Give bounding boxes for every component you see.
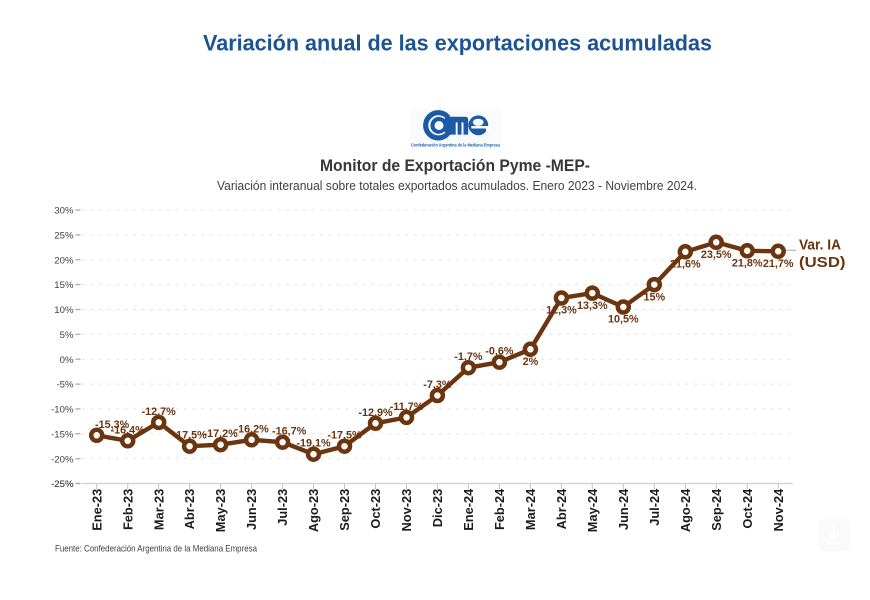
svg-text:Fuente: Confederación Argentin: Fuente: Confederación Argentina de la Me… — [55, 544, 258, 554]
svg-text:May-24: May-24 — [585, 488, 600, 532]
svg-text:Feb-23: Feb-23 — [120, 489, 135, 530]
svg-text:Ene-24: Ene-24 — [461, 488, 476, 531]
svg-text:Nov-24: Nov-24 — [771, 488, 786, 532]
svg-text:-11,7%: -11,7% — [390, 401, 424, 413]
svg-text:-1,7%: -1,7% — [454, 351, 483, 363]
svg-text:-16,2%: -16,2% — [234, 423, 269, 435]
svg-text:Abr-24: Abr-24 — [554, 488, 569, 529]
svg-text:Mar-24: Mar-24 — [523, 488, 538, 530]
svg-text:15%: 15% — [643, 291, 665, 303]
svg-text:Oct-23: Oct-23 — [368, 489, 383, 529]
svg-text:Oct-24: Oct-24 — [740, 488, 755, 529]
svg-text:May-23: May-23 — [213, 489, 228, 532]
svg-text:Jun-24: Jun-24 — [616, 488, 631, 530]
svg-text:-17,5%: -17,5% — [172, 430, 207, 442]
svg-text:20%: 20% — [54, 255, 74, 266]
svg-text:Nov-23: Nov-23 — [399, 489, 414, 532]
svg-text:Sep-23: Sep-23 — [337, 489, 352, 531]
svg-text:0%: 0% — [60, 355, 74, 366]
svg-text:Var. IA: Var. IA — [799, 238, 841, 254]
svg-text:-15,3%: -15,3% — [95, 419, 130, 431]
svg-text:30%: 30% — [54, 206, 74, 217]
svg-text:-15%: -15% — [51, 429, 74, 440]
svg-text:-17,5%: -17,5% — [327, 430, 362, 442]
svg-text:Ago-24: Ago-24 — [678, 488, 693, 532]
svg-text:Jul-23: Jul-23 — [275, 489, 290, 526]
svg-text:21,6%: 21,6% — [670, 259, 701, 271]
svg-text:21,7%: 21,7% — [763, 258, 794, 270]
svg-text:-12,7%: -12,7% — [142, 406, 177, 418]
svg-text:-16,4%: -16,4% — [111, 424, 146, 436]
svg-text:Confederación Argentina de la: Confederación Argentina de la Mediana Em… — [411, 143, 500, 148]
svg-text:-16,7%: -16,7% — [272, 426, 307, 438]
svg-text:2%: 2% — [523, 356, 539, 368]
svg-text:5%: 5% — [60, 330, 74, 341]
svg-text:Dic-23: Dic-23 — [430, 489, 445, 527]
svg-text:Ene-23: Ene-23 — [89, 489, 104, 531]
svg-text:Variación anual de las exporta: Variación anual de las exportaciones acu… — [203, 31, 712, 56]
svg-text:15%: 15% — [54, 280, 74, 291]
svg-text:-25%: -25% — [51, 479, 74, 490]
svg-text:10,5%: 10,5% — [608, 314, 639, 326]
svg-text:21,8%: 21,8% — [732, 258, 763, 270]
svg-text:10%: 10% — [54, 305, 74, 316]
svg-text:12,3%: 12,3% — [546, 305, 577, 317]
svg-text:Sep-24: Sep-24 — [709, 488, 724, 531]
svg-text:-12,9%: -12,9% — [358, 407, 393, 419]
svg-text:25%: 25% — [54, 231, 74, 242]
svg-text:Monitor de Exportación Pyme -M: Monitor de Exportación Pyme -MEP- — [320, 157, 590, 175]
svg-text:-20%: -20% — [51, 454, 74, 465]
svg-text:-0,6%: -0,6% — [485, 346, 514, 358]
svg-text:23,5%: 23,5% — [701, 249, 732, 261]
svg-text:Variación interanual sobre tot: Variación interanual sobre totales expor… — [217, 178, 697, 193]
svg-text:-7,3%: -7,3% — [423, 379, 452, 391]
svg-text:-5%: -5% — [56, 380, 74, 391]
svg-text:13,3%: 13,3% — [577, 300, 608, 312]
svg-text:Feb-24: Feb-24 — [492, 488, 507, 530]
svg-text:Mar-23: Mar-23 — [151, 489, 166, 530]
svg-text:-25%: -25% — [51, 479, 74, 490]
svg-text:-17,2%: -17,2% — [203, 428, 238, 440]
svg-text:Ago-23: Ago-23 — [306, 489, 321, 532]
svg-text:-19,1%: -19,1% — [296, 438, 331, 450]
svg-text:Jul-24: Jul-24 — [647, 488, 662, 526]
svg-text:Abr-23: Abr-23 — [182, 489, 197, 530]
svg-text:-10%: -10% — [51, 405, 74, 416]
svg-text:(USD): (USD) — [799, 255, 846, 271]
svg-text:Jun-23: Jun-23 — [244, 489, 259, 530]
